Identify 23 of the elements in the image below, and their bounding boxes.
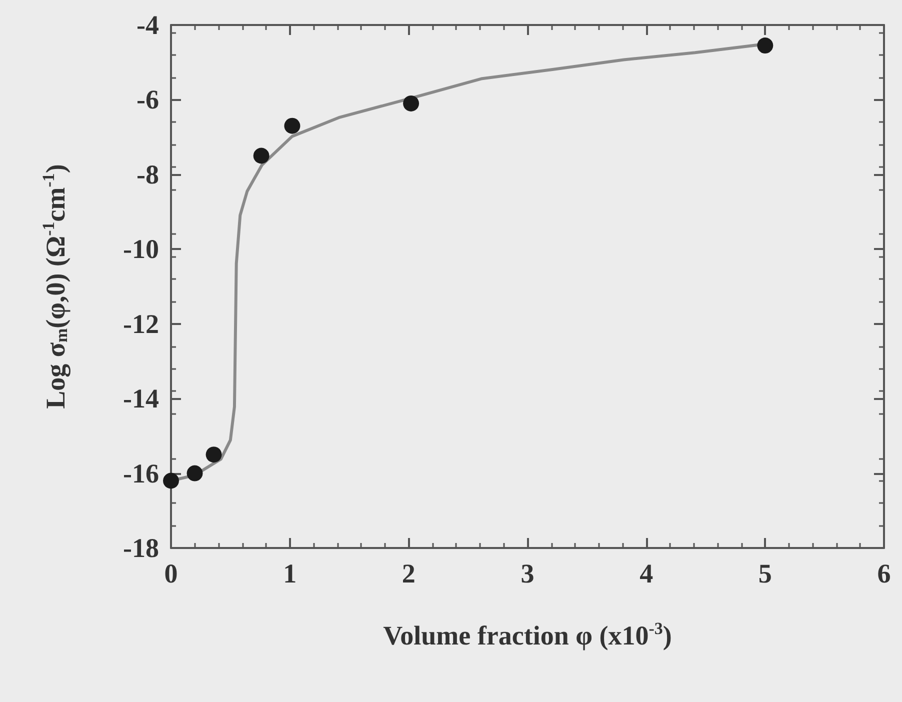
x-tick-label: 6 <box>877 558 891 588</box>
y-tick-label: -12 <box>123 308 159 339</box>
point <box>757 38 774 54</box>
point <box>163 472 179 489</box>
x-tick-label: 1 <box>283 558 297 588</box>
point <box>284 118 300 134</box>
y-axis-title: Log σm(φ,0) (Ω-1cm-1) <box>39 164 71 409</box>
y-tick-label: -18 <box>123 533 159 563</box>
x-tick-label: 5 <box>758 558 772 588</box>
x-tick-label: 4 <box>640 558 654 588</box>
point <box>253 148 270 164</box>
x-tick-label: 3 <box>520 558 534 588</box>
x-tick-label: 2 <box>402 558 416 588</box>
point <box>186 465 203 482</box>
y-tick-label: -4 <box>136 10 159 40</box>
x-tick-label: 0 <box>164 558 178 588</box>
y-tick-label: -6 <box>136 84 159 115</box>
y-tick-label: -14 <box>123 384 159 414</box>
point <box>403 95 420 112</box>
y-tick-label: -16 <box>123 458 159 488</box>
y-tick-label: -10 <box>123 234 159 264</box>
y-tick-label: -8 <box>136 159 159 190</box>
point <box>206 446 222 463</box>
